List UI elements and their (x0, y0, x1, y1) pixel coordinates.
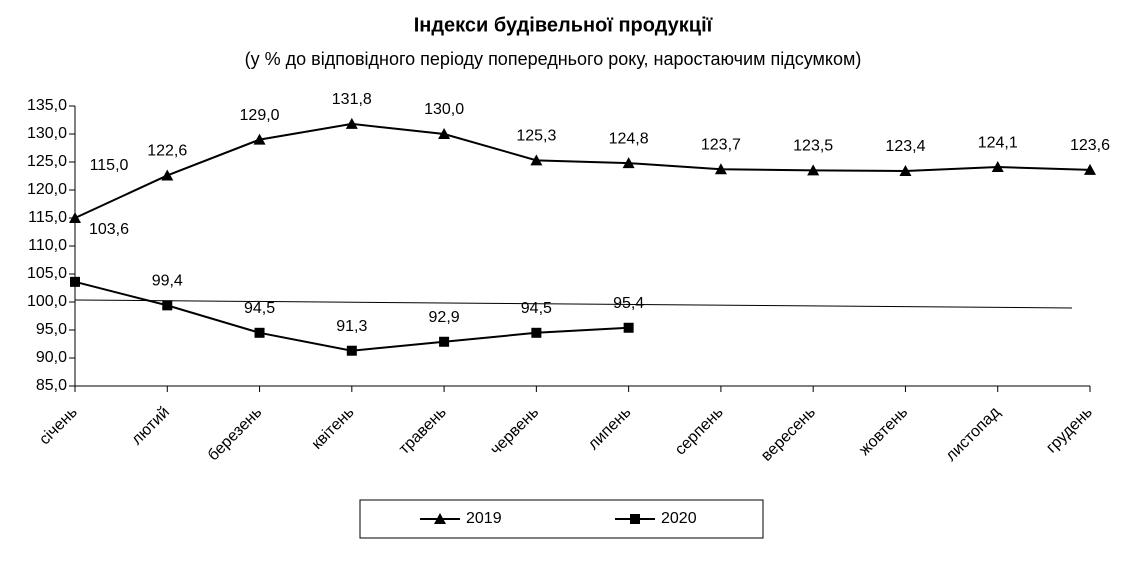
data-point (69, 212, 81, 223)
y-tick-label: 110,0 (28, 237, 67, 254)
data-label: 123,4 (885, 138, 925, 155)
legend-label: 2020 (661, 510, 697, 527)
legend-box (359, 499, 764, 539)
legend-label: 2019 (466, 510, 502, 527)
x-tick-label: квітень (309, 404, 358, 453)
y-tick-label: 120,0 (27, 181, 67, 198)
data-label: 99,4 (152, 273, 183, 290)
y-tick-label: 135,0 (27, 97, 67, 114)
data-point (1084, 163, 1096, 175)
data-label: 91,3 (336, 318, 367, 335)
x-tick-label: жовтень (856, 404, 911, 459)
data-label: 103,6 (89, 221, 129, 238)
data-label: 122,6 (147, 143, 187, 160)
data-label: 125,3 (516, 128, 556, 145)
y-tick-label: 130,0 (27, 125, 67, 142)
x-tick-label: серпень (672, 404, 727, 459)
legend-marker (434, 513, 446, 524)
data-point (438, 128, 451, 139)
data-label: 94,5 (244, 300, 275, 317)
chart-title: Індекси будівельної продукції (414, 14, 713, 36)
y-tick-label: 100,0 (27, 293, 67, 310)
data-label: 115,0 (90, 157, 129, 174)
x-tick-label: січень (36, 404, 81, 449)
data-label: 130,0 (424, 101, 464, 118)
reference-line (74, 299, 1073, 309)
data-point (70, 276, 80, 287)
x-tick-label: липень (585, 404, 635, 454)
data-label: 123,5 (793, 138, 833, 155)
y-tick-label: 115,0 (28, 209, 67, 226)
data-point (807, 164, 820, 176)
x-tick-label: червень (487, 404, 542, 459)
data-point (161, 169, 174, 181)
data-label: 123,7 (701, 136, 741, 153)
data-label: 124,1 (978, 134, 1018, 151)
series-line (74, 122, 1091, 219)
x-tick-label: вересень (758, 404, 819, 465)
data-label: 131,8 (332, 91, 372, 108)
data-point (439, 336, 450, 347)
data-point (530, 154, 543, 166)
x-tick-label: грудень (1043, 404, 1096, 457)
data-point (345, 117, 358, 129)
data-point (531, 327, 542, 338)
data-label: 92,9 (429, 309, 460, 326)
x-tick-label: листопад (943, 403, 1004, 464)
data-point (622, 157, 635, 169)
y-tick-label: 105,0 (27, 265, 67, 282)
x-tick-label: лютий (128, 404, 173, 449)
y-tick-label: 85,0 (36, 377, 67, 394)
data-label: 94,5 (521, 300, 552, 317)
x-tick-label: березень (205, 404, 266, 465)
chart-subtitle: (у % до відповідного періоду попередньог… (245, 49, 862, 69)
legend-marker (630, 514, 640, 524)
data-point (991, 161, 1004, 173)
data-point (899, 164, 912, 176)
data-point (346, 345, 357, 356)
data-label: 95,4 (613, 295, 644, 312)
x-tick-label: травень (396, 404, 450, 458)
data-point (714, 163, 727, 175)
y-tick-label: 95,0 (36, 321, 67, 338)
data-point (623, 322, 634, 333)
data-point (254, 327, 265, 338)
data-label: 129,0 (240, 107, 280, 124)
data-label: 124,8 (609, 130, 649, 147)
data-point (253, 133, 266, 145)
data-label: 123,6 (1070, 137, 1110, 154)
y-tick-label: 125,0 (27, 153, 67, 170)
y-tick-label: 90,0 (36, 349, 67, 366)
data-point (162, 300, 173, 311)
